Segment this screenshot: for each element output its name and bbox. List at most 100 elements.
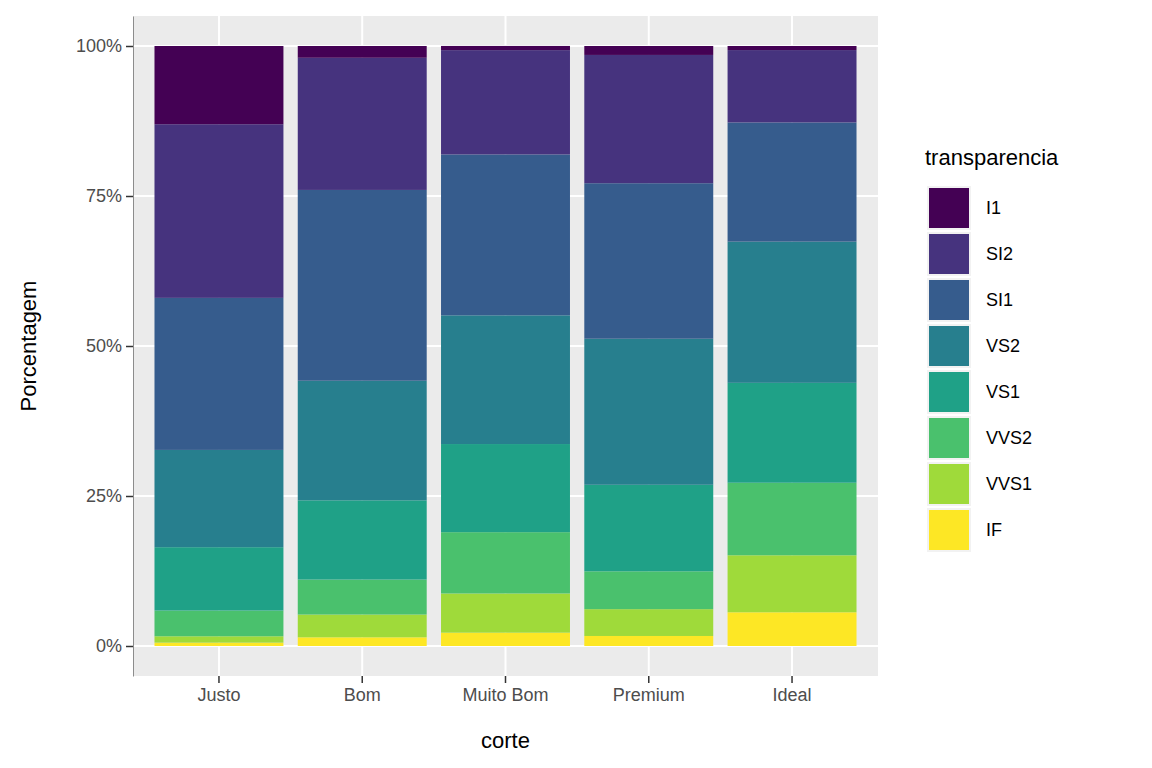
legend-key	[929, 418, 969, 458]
y-tick-label: 100%	[76, 36, 122, 56]
bar-segment	[584, 183, 713, 339]
bars	[154, 46, 856, 646]
x-tick-mark	[791, 676, 793, 683]
bar-segment	[441, 315, 570, 444]
x-tick-label: Bom	[344, 685, 381, 705]
bar-segment	[441, 444, 570, 532]
y-tick: 75%	[86, 186, 133, 206]
y-axis-title: Porcentagem	[16, 281, 41, 412]
bar-segment	[298, 580, 427, 615]
bar-segment	[584, 55, 713, 183]
legend-key-bg	[927, 416, 971, 460]
y-axis: 0% 25% 50% 75% 100%	[76, 17, 134, 677]
x-tick-label: Justo	[197, 685, 240, 705]
y-tick: 25%	[86, 486, 133, 506]
bar-segment	[298, 637, 427, 646]
legend: transparenciaI1SI2SI1VS2VS1VVS2VVS1IF	[925, 145, 1059, 552]
legend-label: IF	[986, 520, 1002, 540]
legend-key-bg	[927, 278, 971, 322]
bar-segment	[728, 612, 857, 646]
legend-key-bg	[927, 508, 971, 552]
x-tick: Ideal	[773, 676, 812, 705]
y-tick-mark	[126, 46, 133, 48]
bar-segment	[728, 483, 857, 556]
legend-key	[929, 234, 969, 274]
bar-segment	[441, 532, 570, 593]
legend-key	[929, 464, 969, 504]
x-tick-label: Premium	[613, 685, 685, 705]
grid	[133, 16, 878, 676]
bar-segment	[584, 571, 713, 609]
bar-segment	[154, 636, 283, 642]
legend-label: SI1	[986, 290, 1013, 310]
x-tick-label: Muito Bom	[462, 685, 548, 705]
x-tick: Premium	[613, 676, 685, 705]
y-tick-mark	[126, 346, 133, 348]
y-axis-line	[133, 17, 134, 677]
y-tick: 50%	[86, 336, 133, 356]
y-tick: 0%	[96, 636, 133, 656]
legend-label: I1	[986, 198, 1001, 218]
bar-segment	[441, 154, 570, 315]
legend-key	[929, 280, 969, 320]
y-tick: 100%	[76, 36, 133, 56]
bar-segment	[584, 609, 713, 636]
legend-key	[929, 510, 969, 550]
legend-key-bg	[927, 186, 971, 230]
y-tick-label: 0%	[96, 636, 122, 656]
legend-key	[929, 372, 969, 412]
bar-segment	[584, 636, 713, 646]
x-tick-mark	[505, 676, 507, 683]
bar-segment	[298, 615, 427, 638]
legend-label: VS2	[986, 336, 1020, 356]
bar-segment	[298, 46, 427, 58]
legend-title: transparencia	[925, 145, 1059, 170]
bar-segment	[154, 547, 283, 610]
legend-key	[929, 188, 969, 228]
bar-segment	[154, 611, 283, 637]
chart: 0% 25% 50% 75% 100% Justo Bom Muito Bom Premium I…	[0, 0, 1152, 768]
y-tick-label: 25%	[86, 486, 122, 506]
bar-segment	[584, 339, 713, 485]
bar-segment	[154, 298, 283, 450]
x-axis: Justo Bom Muito Bom Premium Ideal	[134, 676, 879, 705]
legend-label: VVS1	[986, 474, 1032, 494]
x-axis-title: corte	[481, 728, 530, 753]
bar-segment	[441, 633, 570, 646]
bar-segment	[584, 485, 713, 572]
x-tick-mark	[648, 676, 650, 683]
bar-segment	[154, 643, 283, 646]
legend-key-bg	[927, 232, 971, 276]
bar-segment	[298, 381, 427, 501]
bar-segment	[728, 46, 857, 50]
x-tick-label: Ideal	[773, 685, 812, 705]
legend-key-bg	[927, 462, 971, 506]
plot-background	[133, 16, 878, 676]
bar-segment	[728, 383, 857, 483]
legend-key-bg	[927, 370, 971, 414]
bar-segment	[584, 46, 713, 55]
bar-segment	[728, 555, 857, 612]
x-tick-mark	[361, 676, 363, 683]
legend-key	[929, 326, 969, 366]
y-tick-mark	[126, 646, 133, 648]
bar-segment	[728, 242, 857, 383]
bar-segment	[154, 450, 283, 547]
y-tick-label: 75%	[86, 186, 122, 206]
legend-key-bg	[927, 324, 971, 368]
x-tick: Justo	[197, 676, 240, 705]
bar-segment	[728, 122, 857, 241]
y-tick-mark	[126, 496, 133, 498]
y-tick-mark	[126, 196, 133, 198]
bar-segment	[441, 594, 570, 633]
legend-label: VVS2	[986, 428, 1032, 448]
bar-segment	[441, 50, 570, 154]
bar-segment	[298, 500, 427, 579]
x-tick: Bom	[344, 676, 381, 705]
x-tick: Muito Bom	[462, 676, 548, 705]
bar-segment	[298, 58, 427, 190]
x-tick-mark	[218, 676, 220, 683]
bar-segment	[154, 124, 283, 298]
bar-segment	[728, 50, 857, 122]
legend-label: VS1	[986, 382, 1020, 402]
